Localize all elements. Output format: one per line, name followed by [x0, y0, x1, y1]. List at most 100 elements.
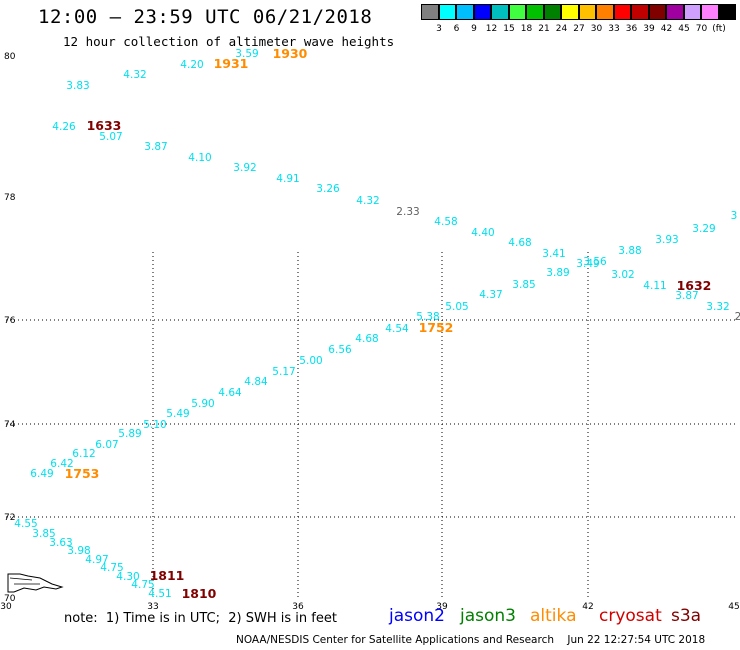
wave-height-label: 6.56 [328, 344, 352, 356]
map-subtitle: 12 hour collection of altimeter wave hei… [63, 34, 395, 49]
longitude-tick-label: 42 [582, 602, 593, 612]
wave-height-label: 5.49 [166, 408, 189, 420]
wave-height-label: 3.02 [611, 269, 634, 281]
wave-height-label: 4.26 [52, 121, 76, 133]
wave-height-label: 4.11 [643, 280, 666, 292]
colorbar-swatch [508, 4, 526, 20]
colorbar-swatch [631, 4, 649, 20]
pass-time-label: 1633 [87, 118, 122, 133]
longitude-tick-label: 36 [292, 602, 304, 612]
colorbar-swatch [683, 4, 701, 20]
wave-height-label: 3.56 [583, 256, 607, 268]
latitude-tick-label: 70 [4, 594, 16, 604]
wave-height-label: 4.84 [244, 376, 268, 388]
wave-height-label: 6.12 [72, 448, 95, 460]
wave-height-label: 2.33 [396, 206, 419, 218]
longitude-tick-label: 30 [0, 602, 12, 612]
credit-line: NOAA/NESDIS Center for Satellite Applica… [236, 634, 706, 646]
colorbar-label: 33 [608, 24, 620, 34]
wave-height-label: 4.51 [148, 588, 171, 600]
wave-height-label: 5.07 [99, 131, 122, 143]
wave-height-label: 4.10 [188, 152, 211, 164]
colorbar-label: 9 [471, 24, 477, 34]
colorbar-label: 6 [453, 24, 460, 34]
wave-height-label: 3.59 [235, 48, 258, 60]
wave-height-label: 6.07 [95, 439, 118, 451]
wave-height-label: 5.89 [118, 428, 141, 440]
wave-height-label: 6.42 [50, 458, 73, 470]
wave-height-label: 3.98 [67, 545, 90, 557]
colorbar-swatch [456, 4, 474, 20]
colorbar-swatch [648, 4, 666, 20]
wave-height-label: 4.32 [356, 195, 379, 207]
colorbar-swatch [578, 4, 596, 20]
colorbar-swatch [666, 4, 684, 20]
wave-height-label: 3.41 [542, 248, 565, 260]
latitude-tick-label: 74 [4, 420, 16, 430]
wave-height-label: 4.32 [123, 69, 146, 81]
land-outline [7, 573, 64, 593]
wave-height-label: 3.49 [576, 258, 599, 270]
longitude-tick-label: 45 [728, 602, 739, 612]
colorbar-label: 70 [695, 24, 708, 34]
colorbar-label: 12 [485, 24, 498, 34]
wave-height-label: 5.10 [143, 419, 166, 431]
wave-height-label: 5.00 [299, 355, 322, 367]
colorbar-swatch [543, 4, 561, 20]
colorbar-label: 45 [678, 24, 690, 34]
pass-time-label: 1810 [182, 586, 217, 601]
colorbar-swatch [438, 4, 456, 20]
wave-height-label: 4.64 [218, 387, 242, 399]
wave-height-label: 3.88 [618, 245, 641, 257]
wave-height-label: 5.17 [272, 366, 295, 378]
longitude-tick-label: 33 [147, 602, 158, 612]
wave-height-label: 4.91 [276, 173, 299, 185]
wave-height-label: 4.68 [355, 333, 378, 345]
longitude-tick-label: 39 [436, 602, 448, 612]
wave-height-label: 4.75 [100, 562, 123, 574]
colorbar-swatch [473, 4, 491, 20]
colorbar-label: 3 [436, 24, 442, 34]
wave-height-label: 3.92 [233, 162, 256, 174]
wave-height-label: 3.32 [706, 301, 729, 313]
wave-height-label: 4.58 [434, 216, 457, 228]
pass-time-label: 1930 [273, 46, 308, 61]
colorbar-label: 18 [520, 24, 533, 34]
wave-height-label: 3.89 [546, 267, 569, 279]
colorbar-label: 30 [590, 24, 603, 34]
colorbar-swatch [561, 4, 579, 20]
wave-height-label: 6.49 [30, 468, 53, 480]
satellite-legend-item: jason2 [389, 606, 445, 626]
wave-height-label: 3.83 [66, 80, 89, 92]
wave-height-label: 5.90 [191, 398, 214, 410]
wave-height-label: 4.75 [131, 579, 154, 591]
colorbar-swatch [596, 4, 614, 20]
pass-time-label: 1931 [214, 56, 249, 71]
wave-height-label: 5.38 [416, 311, 439, 323]
map-grid [6, 252, 738, 598]
wave-height-label: 4.97 [85, 554, 108, 566]
colorbar-label: (ft) [712, 24, 726, 34]
colorbar-swatch [718, 4, 736, 20]
colorbar-swatch [526, 4, 544, 20]
colorbar-swatch [701, 4, 719, 20]
satellite-legend-item: jason3 [460, 606, 516, 626]
wave-height-label: 3 [731, 210, 738, 222]
pass-time-label: 1632 [677, 278, 712, 293]
wave-height-label: 3.87 [144, 141, 167, 153]
colorbar-label: 21 [538, 24, 550, 34]
satellite-legend-item: cryosat [599, 606, 662, 626]
latitude-tick-label: 72 [4, 513, 15, 523]
wave-height-label: 4.55 [14, 518, 37, 530]
wave-height-label: 3.85 [32, 528, 55, 540]
colorbar-label: 39 [643, 24, 655, 34]
pass-time-label: 1753 [65, 466, 100, 481]
wave-height-label: 3.63 [49, 537, 72, 549]
wave-height-label: 3.29 [692, 223, 715, 235]
satellite-legend-item: altika [530, 606, 577, 626]
wave-height-label: 3.26 [316, 183, 340, 195]
colorbar-label: 24 [555, 24, 568, 34]
pass-time-label: 1811 [150, 568, 185, 583]
colorbar-label: 27 [573, 24, 585, 34]
